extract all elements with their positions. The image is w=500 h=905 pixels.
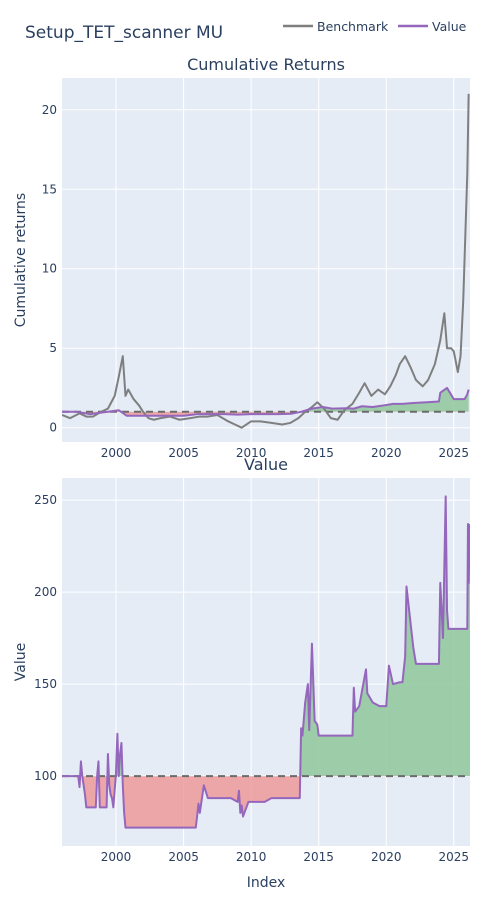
- x-tick-label: 2000: [101, 446, 132, 460]
- plot-area: [62, 78, 470, 442]
- y-axis-label: Value: [13, 643, 29, 681]
- y-tick-label: 5: [49, 341, 57, 355]
- y-tick-label: 15: [42, 182, 57, 196]
- gain-area: [62, 387, 469, 412]
- series-line-value: [62, 495, 470, 829]
- x-tick-label: 2015: [303, 446, 334, 460]
- series-line-benchmark: [62, 93, 470, 429]
- loss-area: [78, 776, 301, 828]
- x-tick-label: 2005: [168, 446, 199, 460]
- y-tick-label: 100: [34, 769, 57, 783]
- x-tick-label: 2015: [303, 850, 334, 864]
- value-panel: 2000 2005 2010 2015 2020 2025 100 150 200 250 Valu…: [13, 455, 470, 891]
- plot-marks: [62, 495, 470, 829]
- x-axis-label: Index: [247, 875, 286, 891]
- legend-item-value[interactable]: Value: [398, 19, 467, 34]
- subplot-title: Cumulative Returns: [187, 55, 345, 74]
- legend[interactable]: Benchmark Value: [283, 19, 467, 34]
- x-tick-label: 2025: [439, 850, 470, 864]
- series-line-value: [62, 386, 470, 417]
- legend-label-benchmark: Benchmark: [317, 19, 389, 34]
- y-tick-label: 150: [34, 677, 57, 691]
- x-tick-label: 2010: [236, 850, 267, 864]
- x-tick-label: 2025: [439, 446, 470, 460]
- x-tick-label: 2020: [371, 446, 402, 460]
- y-tick-label: 200: [34, 585, 57, 599]
- x-tick-label: 2000: [101, 850, 132, 864]
- legend-label-value: Value: [432, 19, 467, 34]
- y-tick-label: 10: [42, 262, 57, 276]
- y-axis-label: Cumulative returns: [13, 193, 29, 327]
- figure-title: Setup_TET_scanner MU: [25, 23, 223, 43]
- y-tick-label: 20: [42, 103, 57, 117]
- x-tick-label: 2010: [236, 446, 267, 460]
- subplot-title: Value: [244, 455, 288, 474]
- y-tick-label: 0: [49, 421, 57, 435]
- x-tick-label: 2005: [168, 850, 199, 864]
- cumulative-returns-panel: 2000 2005 2010 2015 2020 2025 0 5 10 15 20 Cumulati…: [13, 55, 470, 460]
- x-tick-label: 2020: [371, 850, 402, 864]
- gain-area: [80, 496, 470, 777]
- plot-marks: [62, 93, 470, 429]
- legend-item-benchmark[interactable]: Benchmark: [283, 19, 389, 34]
- y-tick-label: 250: [34, 493, 57, 507]
